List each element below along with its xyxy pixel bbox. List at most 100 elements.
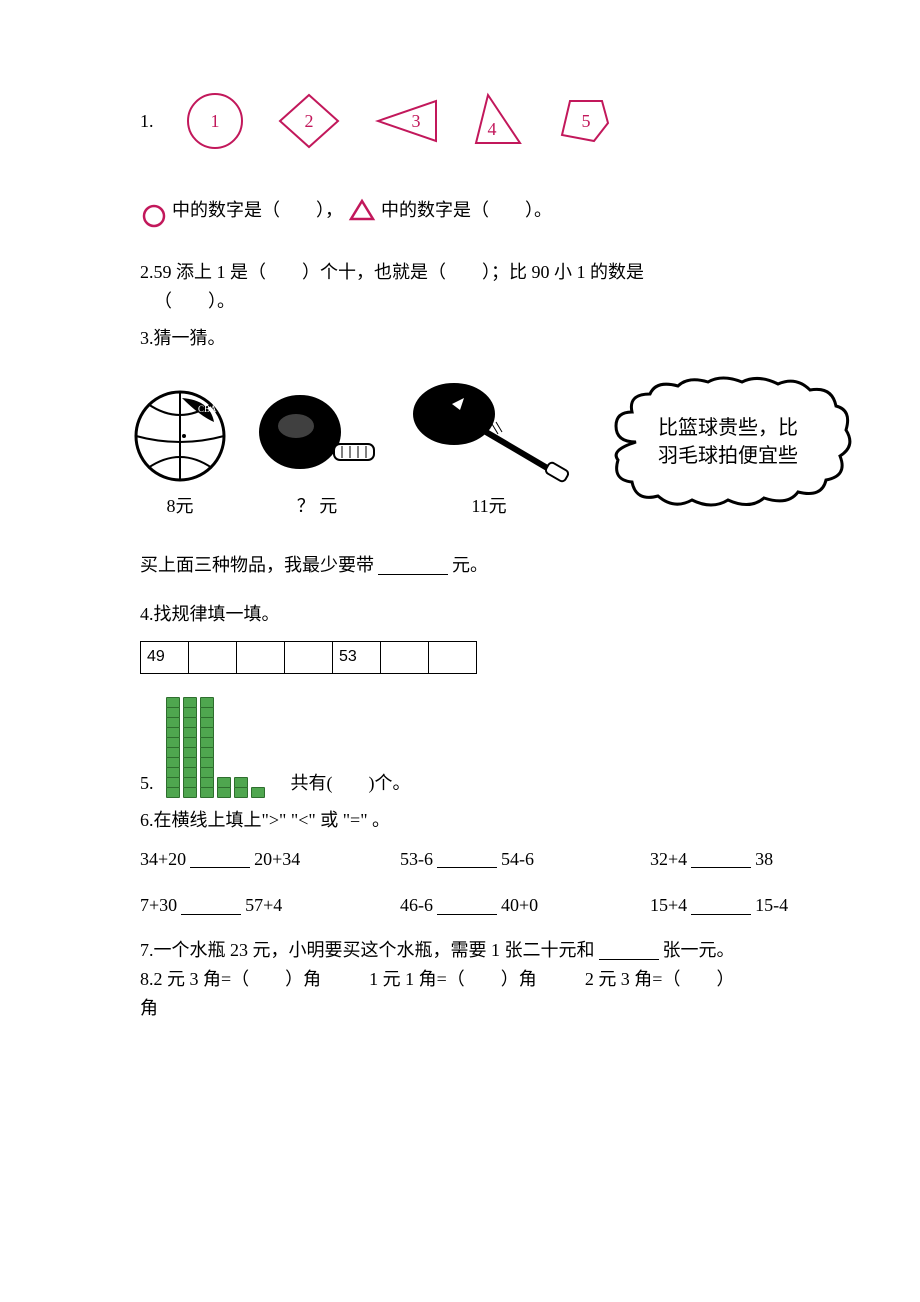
q4-cell	[381, 641, 429, 673]
q6-cell: 32+4 38	[650, 845, 860, 874]
q3-buy-line: 买上面三种物品，我最少要带 元。	[140, 551, 790, 580]
svg-text:3: 3	[411, 111, 420, 131]
q1-text-a: 中的数字是（ ），	[172, 196, 343, 225]
cube-column	[183, 698, 197, 798]
q6-blank	[437, 897, 497, 915]
q3-buy-b: 元。	[452, 551, 488, 580]
q3-buy-a: 买上面三种物品，我最少要带	[140, 551, 374, 580]
q1-fill-line: 中的数字是（ ）， 中的数字是（ ）。	[140, 192, 790, 228]
q6-blank	[437, 850, 497, 868]
q4-cell: 49	[141, 641, 189, 673]
q4-cell	[237, 641, 285, 673]
q5-row: 5. 共有( )个。	[140, 698, 790, 798]
paddle-price: ？ 元	[297, 492, 338, 521]
shape-triangle-wide-icon: 3	[372, 95, 440, 147]
q6-blank	[190, 850, 250, 868]
q6-blank	[691, 897, 751, 915]
q2-line2: （ ）。	[154, 287, 790, 316]
q6-rhs: 15-4	[755, 891, 788, 920]
svg-text:2: 2	[304, 111, 313, 131]
svg-text:5: 5	[581, 111, 590, 131]
q8-b: 1 元 1 角=（ ）角	[369, 965, 537, 994]
shape-circle-icon: 1	[184, 90, 246, 152]
q1-text-b: 中的数字是（ ）。	[381, 196, 552, 225]
q2-line1: 2.59 添上 1 是（ ）个十，也就是（ ）；比 90 小 1 的数是	[140, 258, 790, 287]
shape-pentagon-icon: 5	[556, 95, 612, 147]
q7-text-b: 张一元。	[663, 936, 735, 965]
q6-lhs: 7+30	[140, 891, 177, 920]
basketball-price: 8元	[167, 492, 194, 521]
q6-lhs: 15+4	[650, 891, 687, 920]
q6-title: 6.在横线上填上">" "<" 或 "=" 。	[140, 806, 790, 835]
q6-lhs: 53-6	[400, 845, 433, 874]
cube-icon	[200, 787, 214, 798]
cube-icon	[183, 787, 197, 798]
q5-number: 5.	[140, 769, 154, 798]
q6-rhs: 20+34	[254, 845, 300, 874]
svg-text:4: 4	[487, 119, 496, 139]
q3-cloud: 比篮球贵些，比 羽毛球拍便宜些	[596, 372, 856, 521]
q1-number: 1.	[140, 107, 154, 136]
cube-icon	[166, 787, 180, 798]
q6-rhs: 40+0	[501, 891, 538, 920]
paddle-icon	[252, 386, 382, 486]
worksheet-page: 1. 1 2 3 4 5 中的数字是（ ），	[0, 0, 920, 1083]
shape-diamond-icon: 2	[276, 91, 342, 151]
basketball-icon: CBA	[130, 386, 230, 486]
cube-icon	[251, 787, 265, 798]
q6-rhs: 38	[755, 845, 773, 874]
q4-cell	[285, 641, 333, 673]
cube-column	[166, 698, 180, 798]
q6-lhs: 46-6	[400, 891, 433, 920]
small-triangle-icon	[347, 195, 377, 225]
shape-triangle-narrow-icon: 4	[470, 91, 526, 151]
q7-line: 7.一个水瓶 23 元，小明要买这个水瓶，需要 1 张二十元和 张一元。	[140, 936, 790, 965]
small-circle-icon	[140, 192, 168, 228]
racket-icon	[404, 376, 574, 486]
q4-cell: 53	[333, 641, 381, 673]
thought-cloud-icon: 比篮球贵些，比 羽毛球拍便宜些	[596, 372, 856, 512]
q6-blank	[691, 850, 751, 868]
svg-text:CBA: CBA	[198, 404, 217, 414]
q4-title: 4.找规律填一填。	[140, 600, 790, 629]
q6-lhs: 34+20	[140, 845, 186, 874]
q6-lhs: 32+4	[650, 845, 687, 874]
q7-blank	[599, 942, 659, 960]
racket-price: 11元	[471, 492, 506, 521]
q3-blank	[378, 557, 448, 575]
q4-cell	[189, 641, 237, 673]
q8-d: 角	[140, 994, 790, 1023]
cube-icon	[234, 787, 248, 798]
q7-text-a: 7.一个水瓶 23 元，小明要买这个水瓶，需要 1 张二十元和	[140, 936, 595, 965]
svg-text:羽毛球拍便宜些: 羽毛球拍便宜些	[658, 444, 798, 467]
q8-a: 8.2 元 3 角=（ ）角	[140, 965, 321, 994]
q6-grid: 34+20 20+34 53-6 54-6 32+4 38 7+30 57+4 …	[140, 845, 790, 921]
svg-text:1: 1	[210, 111, 219, 131]
q8-line: 8.2 元 3 角=（ ）角 1 元 1 角=（ ）角 2 元 3 角=（ ）	[140, 965, 790, 994]
q1-shapes-row: 1. 1 2 3 4 5	[140, 90, 790, 152]
cube-icon	[217, 787, 231, 798]
svg-text:比篮球贵些，比: 比篮球贵些，比	[658, 416, 798, 439]
cube-column	[200, 698, 214, 798]
q3-basketball: CBA 8元	[130, 386, 230, 521]
q8-c: 2 元 3 角=（ ）	[585, 965, 735, 994]
cube-column	[234, 778, 248, 798]
q3-paddle: ？ 元	[252, 386, 382, 521]
q6-cell: 34+20 20+34	[140, 845, 400, 874]
q3-title: 3.猜一猜。	[140, 324, 790, 353]
q6-cell: 15+4 15-4	[650, 891, 860, 920]
q4-table: 49 53	[140, 641, 477, 674]
q4-cell	[429, 641, 477, 673]
cube-column	[251, 788, 265, 798]
q6-rhs: 54-6	[501, 845, 534, 874]
q3-images-row: CBA 8元 ？ 元	[130, 372, 790, 521]
q6-cell: 7+30 57+4	[140, 891, 400, 920]
q6-cell: 53-6 54-6	[400, 845, 650, 874]
q5-text: 共有( )个。	[291, 769, 411, 798]
q6-cell: 46-6 40+0	[400, 891, 650, 920]
q5-cube-stacks	[166, 698, 265, 798]
q6-blank	[181, 897, 241, 915]
q3-racket: 11元	[404, 376, 574, 521]
q6-rhs: 57+4	[245, 891, 282, 920]
cube-column	[217, 778, 231, 798]
